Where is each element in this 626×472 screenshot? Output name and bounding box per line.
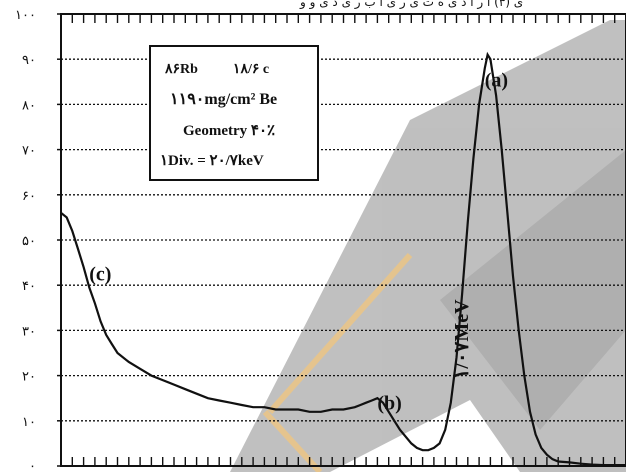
spectrum-line — [60, 51, 626, 467]
y-tick-label: ۵۰ — [22, 234, 36, 249]
y-tick-label: ۷۰ — [22, 144, 36, 159]
info-box: ۸۶Rb ۱۸/۶ c ۱۱۹۰mg/cm² Be Geometry ۴۰٪ ۱… — [149, 45, 319, 181]
info-line-source: ۸۶Rb ۱۸/۶ c — [164, 62, 269, 77]
y-tick-label: ۴۰ — [22, 279, 36, 294]
top-caption: ی (۳) ا ر ا د ی ه ت ی ر ی ا ب ر ی د ی و … — [299, 0, 523, 10]
watermark-shape — [230, 20, 626, 472]
plot-frame — [60, 13, 626, 467]
info-line-division: ۱Div. = ۲۰/۷keV — [160, 153, 264, 169]
y-tick-label: ۱۰۰ — [15, 8, 36, 23]
peak-label-0: (a) — [485, 69, 508, 91]
y-tick-label: ۶۰ — [22, 189, 36, 204]
info-line-geometry: Geometry ۴۰٪ — [183, 123, 275, 139]
y-tick-label: ۳۰ — [22, 324, 36, 339]
y-tick-label: ۹۰ — [22, 53, 36, 68]
y-tick-label: ۰ — [29, 459, 36, 472]
y-tick-label: ۲۰ — [22, 370, 36, 385]
peak-label-1: (b) — [377, 393, 401, 415]
y-tick-labels: ۰ ۱۰ ۲۰ ۳۰ ۴۰ ۵۰ ۶۰ ۷۰ ۸۰ ۹۰ ۱۰۰ — [15, 8, 61, 472]
annotations: (a) (b) (c) ۱/۰۷MeV — [89, 69, 508, 414]
energy-annotation: ۱/۰۷MeV — [451, 299, 473, 380]
y-tick-label: ۸۰ — [22, 98, 36, 113]
peak-label-2: (c) — [89, 264, 111, 286]
watermark-accent — [262, 253, 413, 472]
info-line-absorber: ۱۱۹۰mg/cm² Be — [170, 91, 277, 108]
y-tick-label: ۱۰ — [22, 415, 36, 430]
